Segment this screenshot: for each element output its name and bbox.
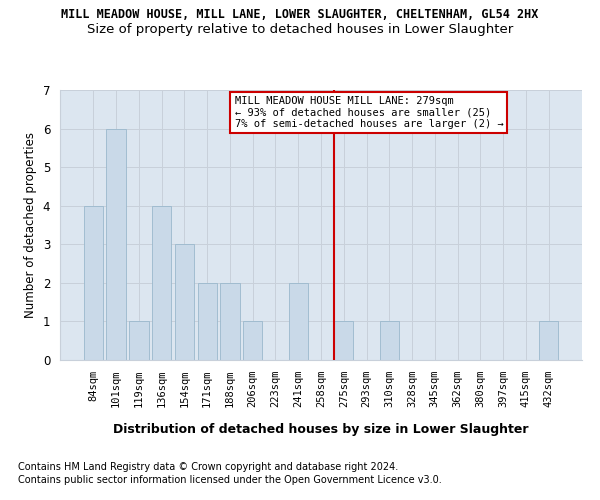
Text: Distribution of detached houses by size in Lower Slaughter: Distribution of detached houses by size … (113, 422, 529, 436)
Text: Contains public sector information licensed under the Open Government Licence v3: Contains public sector information licen… (18, 475, 442, 485)
Bar (334, 322, 353, 360)
Text: Contains HM Land Registry data © Crown copyright and database right 2024.: Contains HM Land Registry data © Crown c… (18, 462, 398, 472)
Bar (539, 322, 558, 360)
Bar (197, 283, 217, 360)
Bar (106, 128, 126, 360)
Bar (152, 206, 172, 360)
Text: MILL MEADOW HOUSE, MILL LANE, LOWER SLAUGHTER, CHELTENHAM, GL54 2HX: MILL MEADOW HOUSE, MILL LANE, LOWER SLAU… (61, 8, 539, 20)
Bar (380, 322, 399, 360)
Bar (84, 206, 103, 360)
Text: Size of property relative to detached houses in Lower Slaughter: Size of property relative to detached ho… (87, 22, 513, 36)
Bar (220, 283, 239, 360)
Bar (129, 322, 149, 360)
Y-axis label: Number of detached properties: Number of detached properties (24, 132, 37, 318)
Bar (289, 283, 308, 360)
Text: MILL MEADOW HOUSE MILL LANE: 279sqm
← 93% of detached houses are smaller (25)
7%: MILL MEADOW HOUSE MILL LANE: 279sqm ← 93… (235, 96, 503, 129)
Bar (175, 244, 194, 360)
Bar (243, 322, 262, 360)
